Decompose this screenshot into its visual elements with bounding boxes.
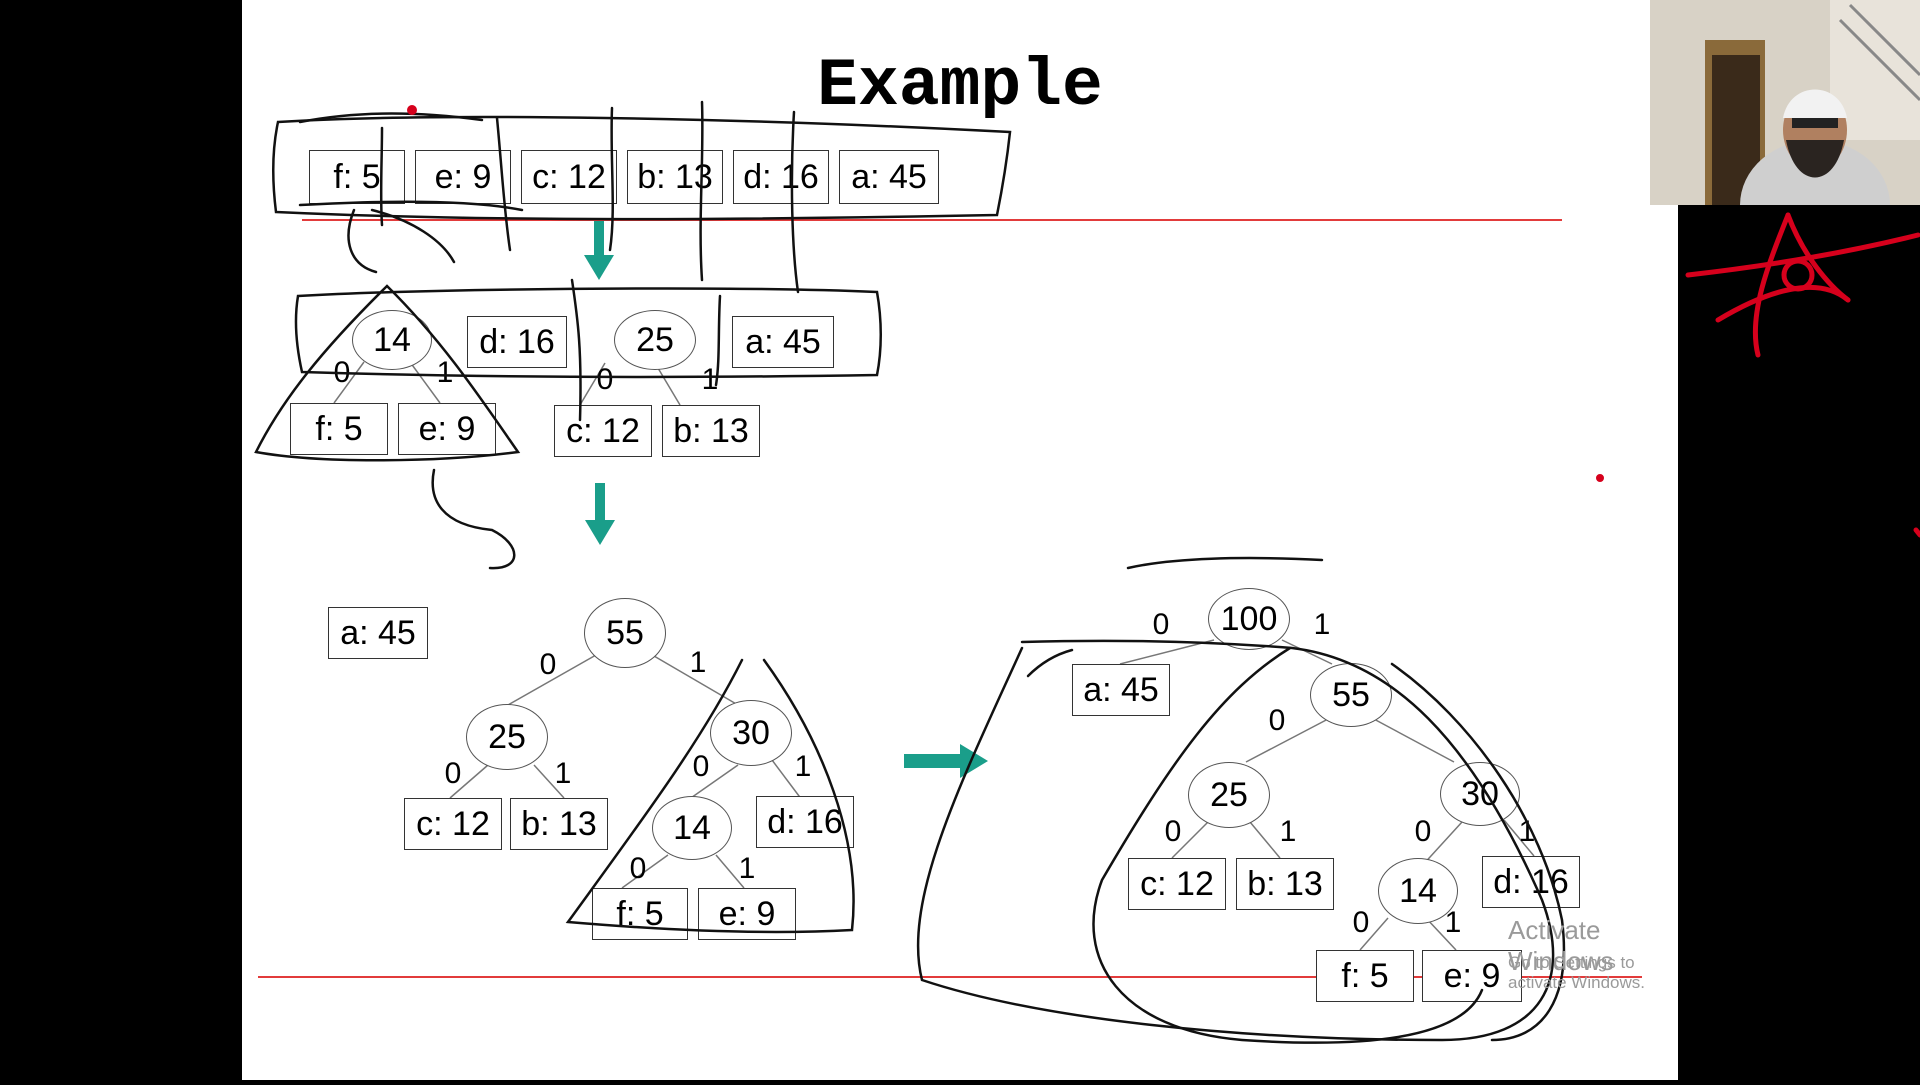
- stage4-bit-0d: 0: [1414, 815, 1432, 848]
- activate-windows-watermark: Activate Windows: [1508, 915, 1614, 976]
- stage4-bit-0c: 0: [1164, 815, 1182, 848]
- stage4-e9: e: 9: [1422, 950, 1522, 1002]
- stage2-bit-0b: 0: [596, 363, 614, 396]
- stage3-node-55: 55: [584, 598, 666, 668]
- activate-windows-subtext: Go to Settings to activate Windows.: [1508, 953, 1645, 992]
- row1-a45: a: 45: [839, 150, 939, 204]
- slide-title: Example: [817, 48, 1103, 125]
- stage3-bit-1d: 1: [738, 852, 756, 885]
- stage3-f5: f: 5: [592, 888, 688, 940]
- stage3-c12: c: 12: [404, 798, 502, 850]
- stage3-bit-0a: 0: [539, 648, 557, 681]
- stage4-bit-1b: 1: [1279, 815, 1297, 848]
- stage4-f5: f: 5: [1316, 950, 1414, 1002]
- stage2-f5: f: 5: [290, 403, 388, 455]
- stage4-c12: c: 12: [1128, 858, 1226, 910]
- stage4-d16: d: 16: [1482, 856, 1580, 908]
- stage2-node-25: 25: [614, 310, 696, 370]
- stage2-e9: e: 9: [398, 403, 496, 455]
- stage3-node-25: 25: [466, 704, 548, 770]
- webcam-overlay: [1650, 0, 1920, 205]
- stage3-a45: a: 45: [328, 607, 428, 659]
- stage3-e9: e: 9: [698, 888, 796, 940]
- stage2-d16: d: 16: [467, 316, 567, 368]
- stage2-c12: c: 12: [554, 405, 652, 457]
- stage4-b13: b: 13: [1236, 858, 1334, 910]
- stage4-a45: a: 45: [1072, 664, 1170, 716]
- stage2-a45: a: 45: [732, 316, 834, 368]
- stage4-node-100: 100: [1208, 588, 1290, 650]
- red-star-annotation: [1685, 212, 1920, 538]
- stage4-bit-1d: 1: [1444, 906, 1462, 939]
- down-arrow-2: [585, 483, 615, 545]
- webcam-image: [1650, 0, 1920, 205]
- stage3-bit-0d: 0: [629, 852, 647, 885]
- stage2-bit-1b: 1: [701, 363, 719, 396]
- down-arrow-1: [584, 218, 614, 280]
- stage3-bit-0c: 0: [692, 750, 710, 783]
- stage3-bit-1a: 1: [689, 646, 707, 679]
- stage4-bit-1a: 1: [1313, 608, 1331, 641]
- stage4-bit-1c: 1: [1518, 815, 1536, 848]
- stage3-node-14: 14: [652, 796, 732, 860]
- stage3-d16: d: 16: [756, 796, 854, 848]
- stage2-b13: b: 13: [662, 405, 760, 457]
- side-pane: [1678, 205, 1920, 1080]
- stage4-bit-0a: 0: [1152, 608, 1170, 641]
- stage4-node-25: 25: [1188, 762, 1270, 828]
- stage4-bit-0e: 0: [1352, 906, 1370, 939]
- row1-d16: d: 16: [733, 150, 829, 204]
- row1-b13: b: 13: [627, 150, 723, 204]
- stage3-bit-1b: 1: [554, 757, 572, 790]
- row1-e9: e: 9: [415, 150, 511, 204]
- slide: Example f: 5 e: 9 c:: [242, 0, 1678, 1080]
- stage3-bit-0b: 0: [444, 757, 462, 790]
- stage3-node-30: 30: [710, 700, 792, 766]
- stage2-node-14: 14: [352, 310, 432, 370]
- stage2-bit-1a: 1: [436, 356, 454, 389]
- stage3-b13: b: 13: [510, 798, 608, 850]
- row1-f5: f: 5: [309, 150, 405, 204]
- right-arrow: [904, 744, 988, 778]
- stage3-bit-1c: 1: [794, 750, 812, 783]
- stage4-bit-0b: 0: [1268, 704, 1286, 737]
- stage4-node-30: 30: [1440, 762, 1520, 826]
- stage2-bit-0a: 0: [333, 356, 351, 389]
- stage4-node-55: 55: [1310, 663, 1392, 727]
- row1-c12: c: 12: [521, 150, 617, 204]
